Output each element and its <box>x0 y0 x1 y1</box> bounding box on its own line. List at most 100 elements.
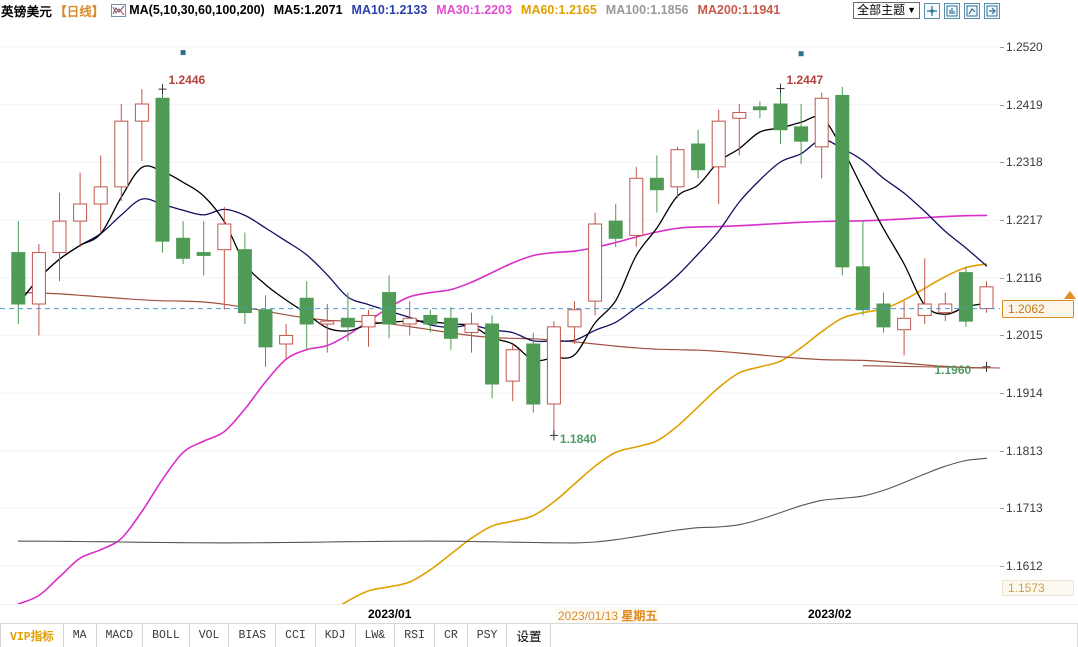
current-price-marker-icon <box>1064 290 1076 299</box>
candle-body <box>464 323 479 334</box>
candle-body <box>155 97 170 242</box>
chart-expand-icon[interactable] <box>984 2 1000 19</box>
indicator-tab[interactable]: VIP指标 <box>0 624 64 647</box>
indicator-tab[interactable]: LW& <box>356 624 396 647</box>
price-chart-plot[interactable]: 1.2446 1.2447 1.1840 1.1960 <box>0 20 1000 604</box>
ma30-line <box>17 214 988 604</box>
indicator-tab[interactable]: MA <box>64 624 97 647</box>
price-axis[interactable]: 1.2520 1.2419 1.2318 1.2217 1.2116 1.2015 1.19… <box>1000 20 1078 604</box>
candle-body <box>196 252 211 256</box>
ma5-value: MA5:1.2071 <box>273 3 343 17</box>
tick-dash <box>1000 393 1004 395</box>
candle-body <box>423 314 438 325</box>
annotation-low-1: 1.1840 <box>559 432 597 447</box>
candle-body <box>588 223 603 302</box>
chart-compare-icon[interactable] <box>964 2 980 19</box>
candle-body <box>134 103 149 122</box>
candle-body <box>546 326 561 405</box>
date-axis[interactable]: 2023/01 2023/01/13 星期五 2023/02 <box>0 604 1078 624</box>
tick-dash <box>1000 46 1004 48</box>
price-tick-label: 1.2318 <box>1006 155 1043 170</box>
candle-body <box>340 317 355 328</box>
candle-body <box>835 94 850 268</box>
price-tick: 1.2318 <box>1000 155 1043 170</box>
candle-body <box>176 237 191 259</box>
candle-body <box>855 266 870 311</box>
tick-dash <box>1000 335 1004 337</box>
indicator-tab[interactable]: 设置 <box>507 624 552 647</box>
price-tick: 1.1813 <box>1000 444 1043 458</box>
price-tick-label: 1.2015 <box>1006 328 1043 343</box>
candle-body <box>958 272 973 322</box>
cursor-weekday: 星期五 <box>621 609 658 623</box>
ma200-tail <box>862 365 1000 369</box>
indicator-tab[interactable]: KDJ <box>316 624 356 647</box>
tick-dash <box>1000 508 1004 509</box>
candle-body <box>73 203 88 222</box>
candle-body <box>279 334 294 345</box>
period-label: 【日线】 <box>54 4 105 19</box>
candle-body <box>217 223 232 251</box>
price-tick-label: 1.2116 <box>1006 270 1042 285</box>
tabbar-filler <box>551 624 1078 647</box>
axis-bottom-price-tag: 1.1573 <box>1002 580 1074 596</box>
tick-dash <box>1000 162 1004 164</box>
candle-body <box>320 320 335 325</box>
indicator-tab[interactable]: PSY <box>468 624 508 647</box>
price-tick: 1.1914 <box>1000 386 1043 401</box>
candle-body <box>629 177 644 236</box>
price-tick-label: 1.1914 <box>1006 386 1043 401</box>
candle-body <box>93 186 108 205</box>
theme-select[interactable]: 全部主题 ▼ <box>853 2 920 19</box>
indicator-tab[interactable]: CCI <box>276 624 316 647</box>
candle-body <box>917 303 932 316</box>
indicator-tabbar: VIP指标 MA MACD BOLL VOL BIAS CCI KDJ LW& RSI CR PSY 设… <box>0 623 1078 647</box>
candle-body <box>752 106 767 111</box>
indicator-tab[interactable]: CR <box>435 624 468 647</box>
candle-body <box>979 286 994 310</box>
ma200-value: MA200:1.1941 <box>697 3 781 17</box>
candle-body <box>814 97 829 148</box>
price-tick: 1.2217 <box>1000 213 1043 227</box>
price-tick: 1.2419 <box>1000 98 1043 112</box>
tick-dash <box>1000 277 1004 279</box>
price-tick: 1.2116 <box>1000 270 1042 285</box>
header-toolbar: 全部主题 ▼ <box>853 2 1000 19</box>
crosshair-icon[interactable] <box>924 2 940 19</box>
price-tick: 1.2015 <box>1000 328 1043 343</box>
tick-dash <box>1000 565 1004 567</box>
candle-body <box>52 220 67 254</box>
price-tick: 1.2520 <box>1000 40 1043 54</box>
candle-body <box>485 323 500 385</box>
ma100-value: MA100:1.1856 <box>605 3 689 17</box>
candlestick-icon[interactable] <box>111 3 127 17</box>
candle-body <box>711 120 726 168</box>
indicator-tab[interactable]: BOLL <box>143 624 190 647</box>
candle-body <box>402 317 417 325</box>
symbol-name: 英镑美元 <box>1 4 53 19</box>
ma10-value: MA10:1.2133 <box>351 3 428 17</box>
candle-body <box>732 112 747 119</box>
tick-dash <box>1000 104 1004 106</box>
candle-body <box>31 252 46 305</box>
price-tick-label: 1.2217 <box>1006 213 1043 227</box>
date-tick-1: 2023/01 <box>368 607 412 621</box>
indicator-tab[interactable]: RSI <box>395 624 435 647</box>
candle-body <box>237 249 252 314</box>
indicator-tab[interactable]: BIAS <box>229 624 277 647</box>
price-tick-label: 1.1713 <box>1006 501 1043 515</box>
ma-definition: MA(5,10,30,60,100,200) <box>129 3 265 17</box>
indicator-tab[interactable]: VOL <box>190 624 230 647</box>
swing-high-dot <box>798 51 804 57</box>
tick-dash <box>1000 450 1004 452</box>
tick-dash <box>1000 220 1004 221</box>
indicator-tab[interactable]: MACD <box>97 624 144 647</box>
candle-body <box>114 120 129 188</box>
chart-scale-icon[interactable] <box>944 2 960 19</box>
price-tick-label: 1.1612 <box>1006 558 1043 573</box>
candle-body <box>649 177 664 191</box>
price-tick: 1.1612 <box>1000 558 1043 573</box>
ma200-line <box>17 292 988 369</box>
candle-body <box>361 314 376 328</box>
